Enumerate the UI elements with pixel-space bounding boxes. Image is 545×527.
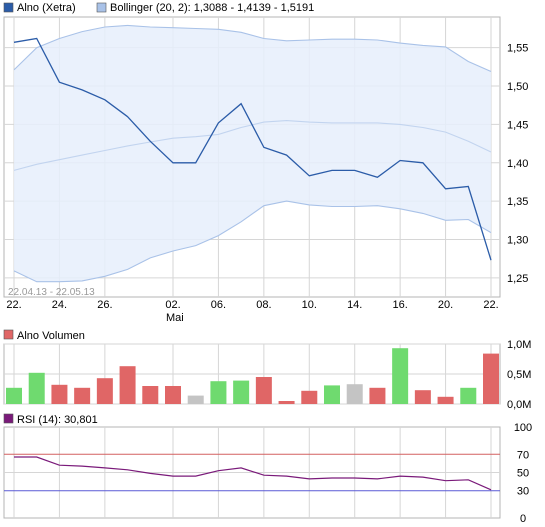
y-tick-label: 1,30 bbox=[507, 234, 528, 246]
rsi-y-tick-label: 100 bbox=[514, 422, 532, 434]
rsi-y-tick-label: 50 bbox=[517, 468, 529, 480]
x-tick-label: 26. bbox=[97, 299, 112, 311]
y-tick-label: 1,35 bbox=[507, 196, 528, 208]
x-tick-label: 24. bbox=[52, 299, 67, 311]
rsi-panel: 100 70 50 30 0 bbox=[3, 422, 532, 525]
bollinger-band-area bbox=[14, 25, 491, 282]
volume-bar bbox=[278, 401, 295, 404]
rsi-y-tick-label: 70 bbox=[517, 449, 529, 461]
bollinger-lower-line bbox=[13, 200, 492, 283]
price-line bbox=[13, 37, 492, 261]
volume-bar bbox=[210, 381, 227, 404]
volume-bar bbox=[437, 396, 454, 404]
volume-bar bbox=[96, 378, 113, 404]
legend-price-label: Alno (Xetra) bbox=[17, 2, 76, 14]
legend-swatch-price bbox=[3, 2, 14, 13]
rsi-y-tick-label: 30 bbox=[517, 486, 529, 498]
x-sub-label-month: Mai bbox=[166, 312, 184, 324]
y-tick-label: 1,40 bbox=[507, 158, 528, 170]
volume-bar bbox=[369, 387, 386, 404]
x-tick-label: 08. bbox=[256, 299, 271, 311]
volume-bar bbox=[392, 348, 409, 404]
volume-bar bbox=[346, 384, 363, 404]
rsi-y-tick-label: 0 bbox=[520, 513, 526, 525]
volume-bar bbox=[483, 353, 499, 404]
volume-bar bbox=[28, 372, 45, 404]
volume-bar bbox=[233, 380, 250, 404]
bollinger-upper-line bbox=[13, 24, 492, 73]
x-tick-label: 06. bbox=[211, 299, 226, 311]
volume-bar bbox=[324, 385, 340, 404]
legend-volume-label: Alno Volumen bbox=[17, 330, 85, 342]
volume-bar bbox=[414, 390, 431, 404]
x-tick-label: 10. bbox=[302, 299, 317, 311]
volume-y-tick-label: 0,5M bbox=[507, 369, 531, 381]
volume-bar bbox=[187, 395, 204, 404]
y-tick-label: 1,25 bbox=[507, 273, 528, 285]
volume-bar bbox=[301, 390, 318, 404]
volume-y-tick-label: 0,0M bbox=[507, 399, 531, 411]
volume-bar bbox=[255, 377, 272, 404]
legend-rsi-label: RSI (14): 30,801 bbox=[17, 414, 98, 426]
x-tick-label: 14. bbox=[347, 299, 362, 311]
x-tick-label: 22. bbox=[483, 299, 498, 311]
volume-y-tick-label: 1,0M bbox=[507, 339, 531, 351]
legend-swatch-bollinger bbox=[96, 2, 107, 13]
volume-bar bbox=[165, 386, 181, 404]
volume-bar bbox=[119, 366, 136, 404]
x-axis-ticks: 22. 24. 26. 02. 06. 08. 10. 14. 16. 20. 22. bbox=[6, 299, 498, 311]
volume-bar bbox=[6, 387, 22, 404]
volume-bar bbox=[51, 384, 68, 404]
price-panel: 1,55 1,50 1,45 1,40 1,35 1,30 1,25 bbox=[3, 16, 528, 298]
legend-swatch-rsi bbox=[3, 413, 14, 424]
x-tick-label: 02. bbox=[165, 299, 180, 311]
y-tick-label: 1,55 bbox=[507, 43, 528, 55]
legend-swatch-volume bbox=[3, 329, 14, 340]
x-tick-label: 16. bbox=[392, 299, 407, 311]
legend-bollinger-label: Bollinger (20, 2): 1,3088 - 1,4139 - 1,5… bbox=[110, 2, 314, 14]
y-tick-label: 1,45 bbox=[507, 119, 528, 131]
x-tick-label: 20. bbox=[438, 299, 453, 311]
date-range-label: 22.04.13 - 22.05.13 bbox=[8, 287, 95, 298]
y-tick-label: 1,50 bbox=[507, 81, 528, 93]
rsi-line bbox=[14, 456, 492, 491]
volume-bar bbox=[142, 386, 159, 404]
volume-panel: 1,0M 0,5M 0,0M bbox=[3, 339, 531, 411]
x-tick-label: 22. bbox=[6, 299, 21, 311]
volume-bar bbox=[460, 387, 477, 404]
volume-bar bbox=[74, 387, 91, 404]
